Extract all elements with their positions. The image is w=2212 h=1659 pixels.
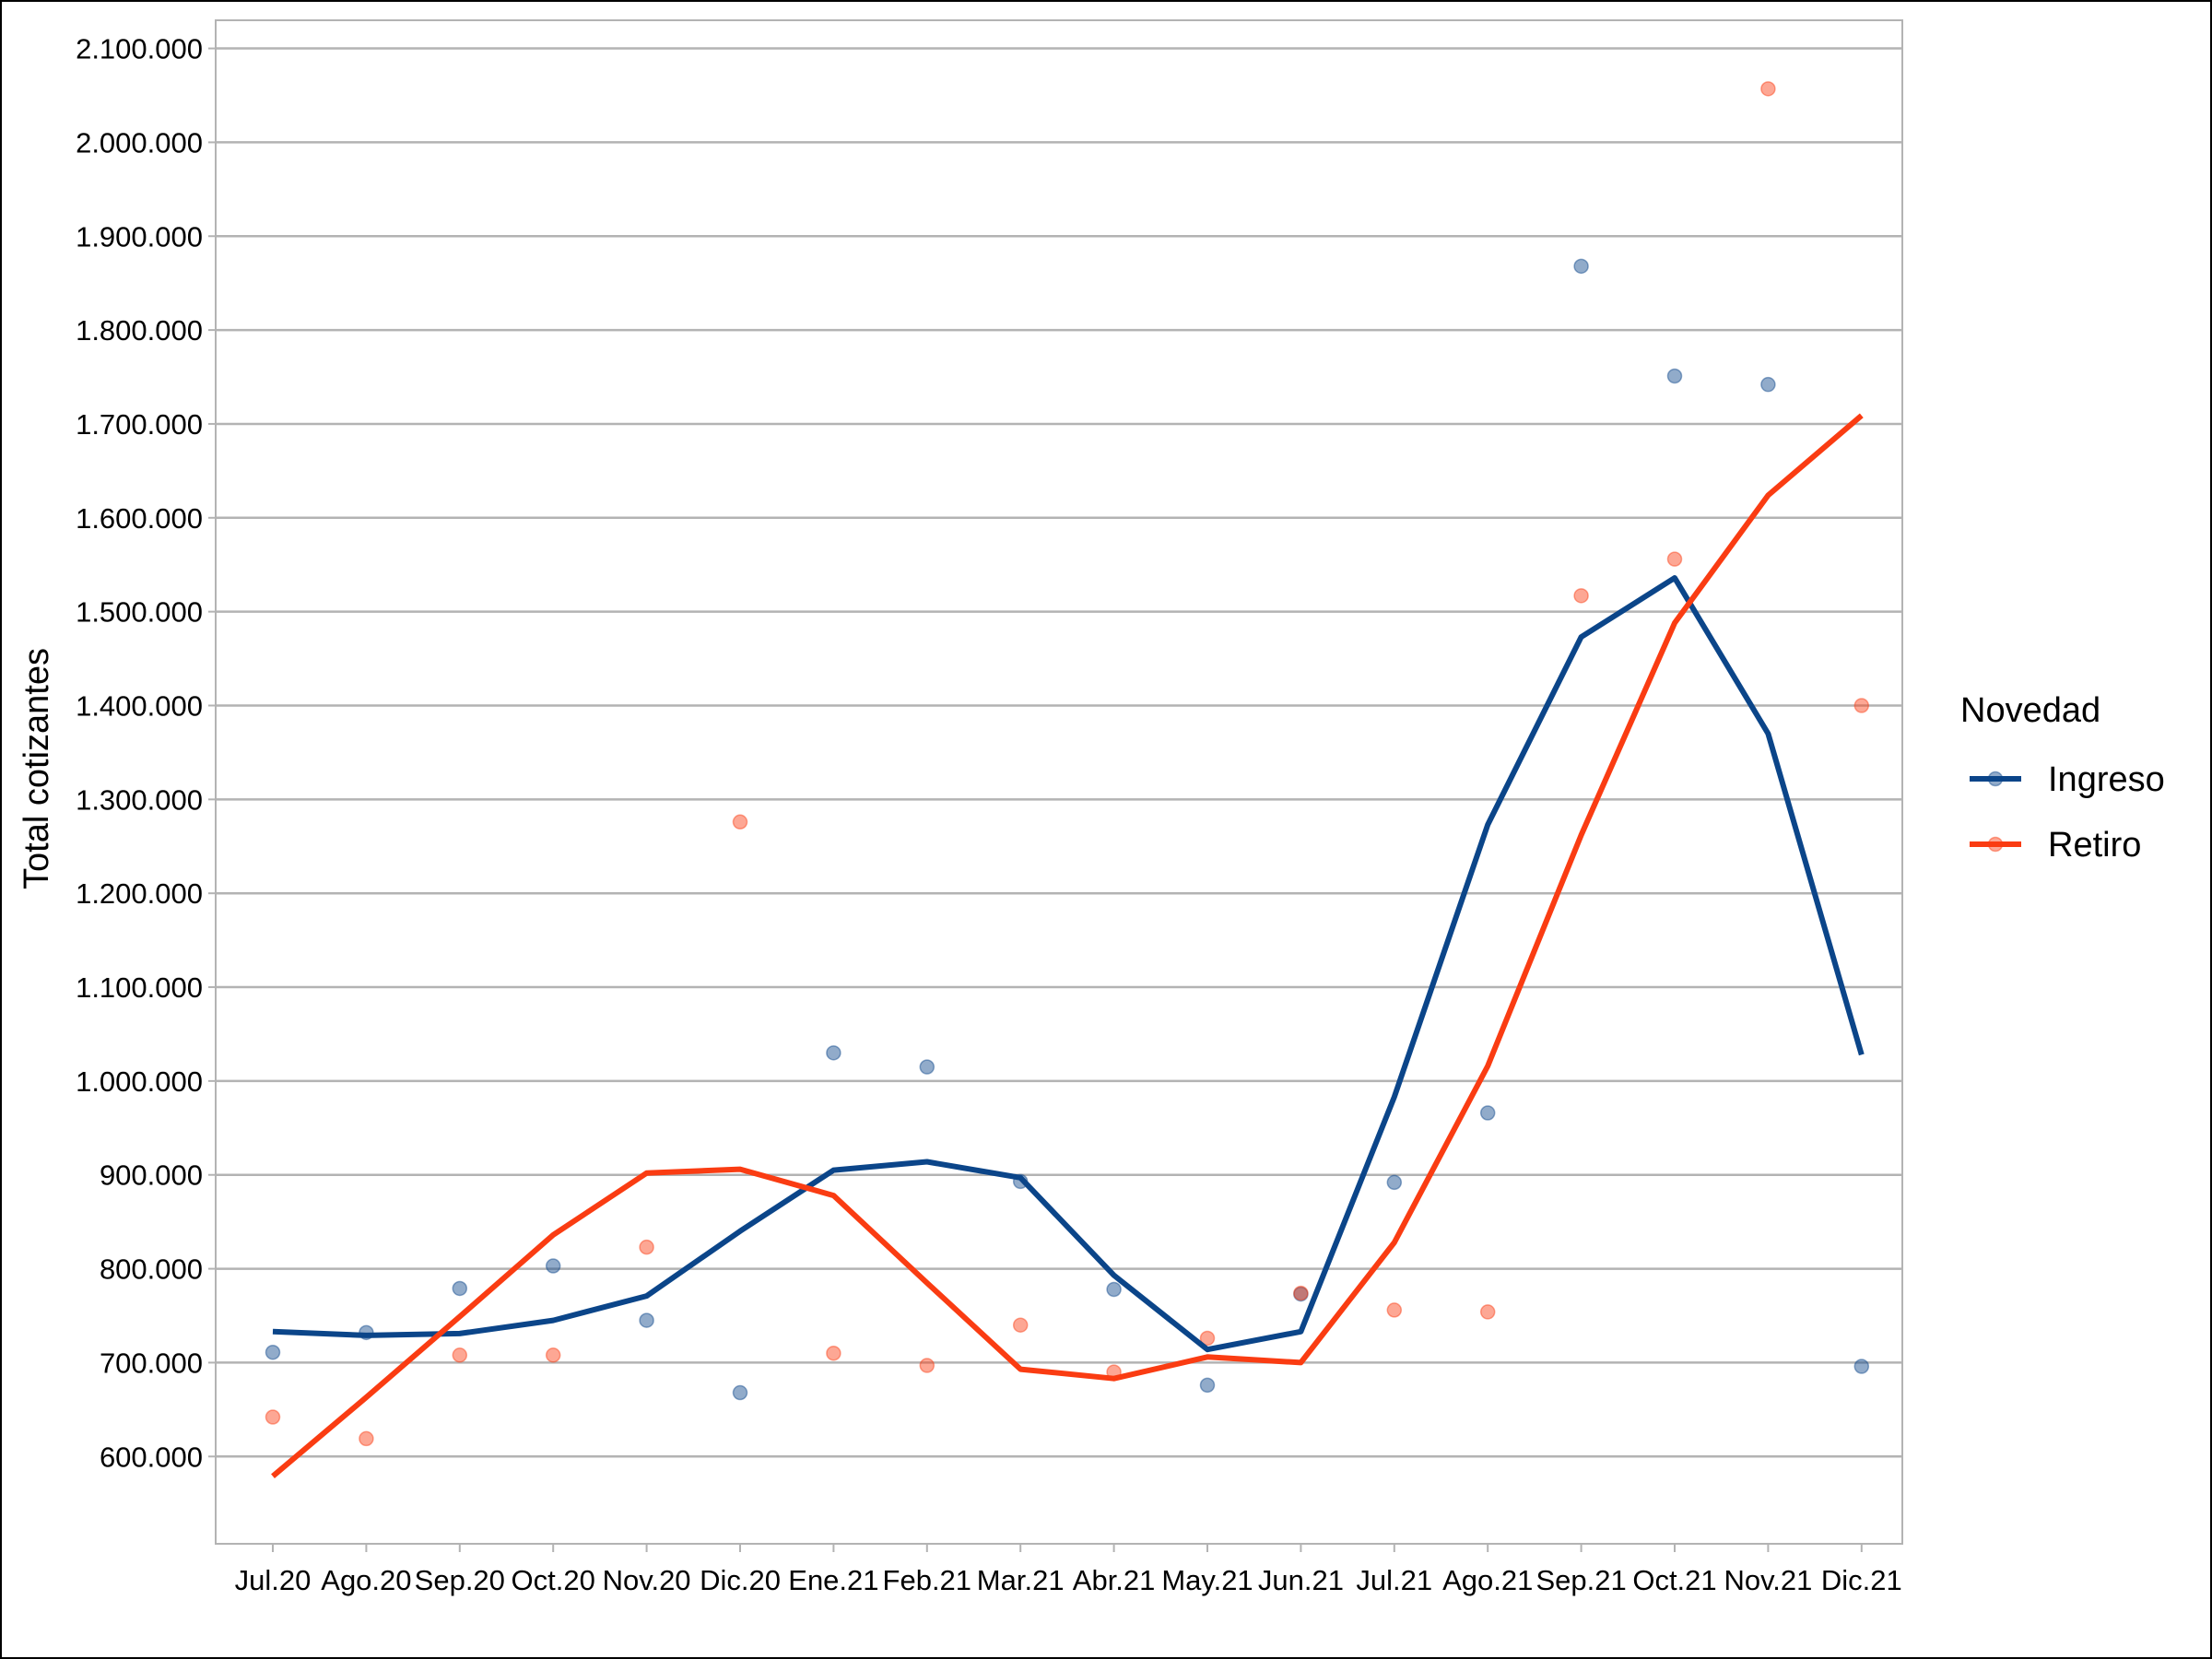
- plot-panel: [215, 19, 1903, 1545]
- y-tick-label: 1.100.000: [76, 971, 203, 1004]
- ingreso-point: [732, 1384, 748, 1401]
- y-tick-label: 1.000.000: [76, 1065, 203, 1098]
- y-tick-label: 900.000: [100, 1159, 203, 1192]
- y-tick-label: 700.000: [100, 1347, 203, 1379]
- retiro-point: [265, 1409, 281, 1425]
- retiro-point: [1853, 698, 1870, 713]
- legend-key-point: [1987, 836, 2004, 853]
- y-tick-label: 2.100.000: [76, 33, 203, 65]
- x-tick-label: Jul.21: [1356, 1564, 1432, 1596]
- trend-lines: [271, 413, 1865, 1478]
- retiro-point: [1386, 1302, 1403, 1318]
- retiro-point: [1760, 81, 1776, 97]
- x-tick-label: Sep.21: [1535, 1564, 1626, 1596]
- ingreso-trend-line: [272, 575, 1865, 1353]
- ingreso-point: [1293, 1286, 1309, 1302]
- x-tick-label: Nov.21: [1724, 1564, 1812, 1596]
- retiro-point: [545, 1347, 561, 1363]
- ingreso-point: [1199, 1377, 1216, 1394]
- y-tick-label: 2.000.000: [76, 126, 203, 159]
- ingreso-point: [1760, 376, 1776, 393]
- y-axis-title: Total cotizantes: [18, 648, 56, 889]
- retiro-trend-line: [271, 413, 1864, 1478]
- y-tick-label: 1.600.000: [76, 502, 203, 535]
- legend-key-point: [1987, 771, 2004, 787]
- ingreso-point: [1853, 1359, 1870, 1374]
- ingreso-point: [545, 1258, 561, 1274]
- x-tick-label: Jul.20: [235, 1564, 312, 1596]
- plot-border: [215, 19, 1903, 1545]
- y-tick-label: 1.200.000: [76, 877, 203, 910]
- y-tick-label: 600.000: [100, 1441, 203, 1473]
- ingreso-point: [1386, 1174, 1403, 1191]
- ingreso-point: [452, 1280, 468, 1297]
- ingreso-point: [826, 1045, 841, 1061]
- x-tick-label: Oct.20: [512, 1564, 595, 1596]
- x-tick-label: Oct.21: [1632, 1564, 1716, 1596]
- retiro-point: [1199, 1330, 1216, 1347]
- x-tick-label: Feb.21: [883, 1564, 972, 1596]
- retiro-point: [1012, 1317, 1029, 1333]
- x-tick-label: Ago.21: [1442, 1564, 1533, 1596]
- x-tick-label: Ene.21: [788, 1564, 878, 1596]
- retiro-point: [1293, 1285, 1309, 1301]
- retiro-point: [639, 1239, 654, 1255]
- gridlines: [216, 47, 1902, 1458]
- retiro-point: [1479, 1304, 1496, 1320]
- ingreso-point: [1106, 1281, 1122, 1298]
- ingreso-point: [265, 1344, 281, 1360]
- x-tick-label: Mar.21: [977, 1564, 1065, 1596]
- ingreso-point: [1479, 1105, 1496, 1121]
- retiro-point: [1573, 588, 1589, 604]
- x-tick-label: Dic.20: [700, 1564, 781, 1596]
- y-axis-ticks: 600.000 700.000 800.000 900.000 1.000.000 1.1…: [76, 33, 216, 1473]
- x-tick-label: Abr.21: [1073, 1564, 1156, 1596]
- x-tick-label: Sep.20: [415, 1564, 505, 1596]
- ingreso-point: [639, 1312, 654, 1328]
- y-tick-label: 1.700.000: [76, 408, 203, 441]
- y-tick-label: 1.900.000: [76, 220, 203, 253]
- retiro-point: [452, 1347, 468, 1363]
- y-tick-label: 1.500.000: [76, 596, 203, 629]
- ingreso-point: [1573, 258, 1589, 275]
- data-points: [265, 81, 1870, 1447]
- ingreso-point: [1666, 368, 1683, 384]
- legend-label-retiro: Retiro: [2048, 826, 2141, 865]
- retiro-point: [1666, 551, 1683, 567]
- retiro-point: [732, 814, 748, 830]
- y-tick-label: 1.300.000: [76, 783, 203, 816]
- x-tick-label: May.21: [1161, 1564, 1253, 1596]
- y-tick-label: 1.400.000: [76, 689, 203, 722]
- x-axis-ticks: Jul.20 Ago.20 Sep.20 Oct.20 Nov.20 Dic.20 Ene.…: [235, 1544, 1902, 1596]
- retiro-point: [919, 1358, 935, 1373]
- legend: Novedad Ingreso Retiro: [1960, 691, 2165, 865]
- ingreso-point: [919, 1059, 935, 1075]
- x-tick-label: Dic.21: [1821, 1564, 1902, 1596]
- retiro-point: [359, 1430, 374, 1447]
- x-tick-label: Nov.20: [603, 1564, 691, 1596]
- y-tick-label: 800.000: [100, 1253, 203, 1286]
- legend-label-ingreso: Ingreso: [2048, 760, 2165, 799]
- retiro-point: [826, 1345, 841, 1361]
- x-tick-label: Jun.21: [1258, 1564, 1344, 1596]
- y-tick-label: 1.800.000: [76, 314, 203, 347]
- x-tick-label: Ago.20: [321, 1564, 411, 1596]
- legend-title: Novedad: [1960, 691, 2100, 730]
